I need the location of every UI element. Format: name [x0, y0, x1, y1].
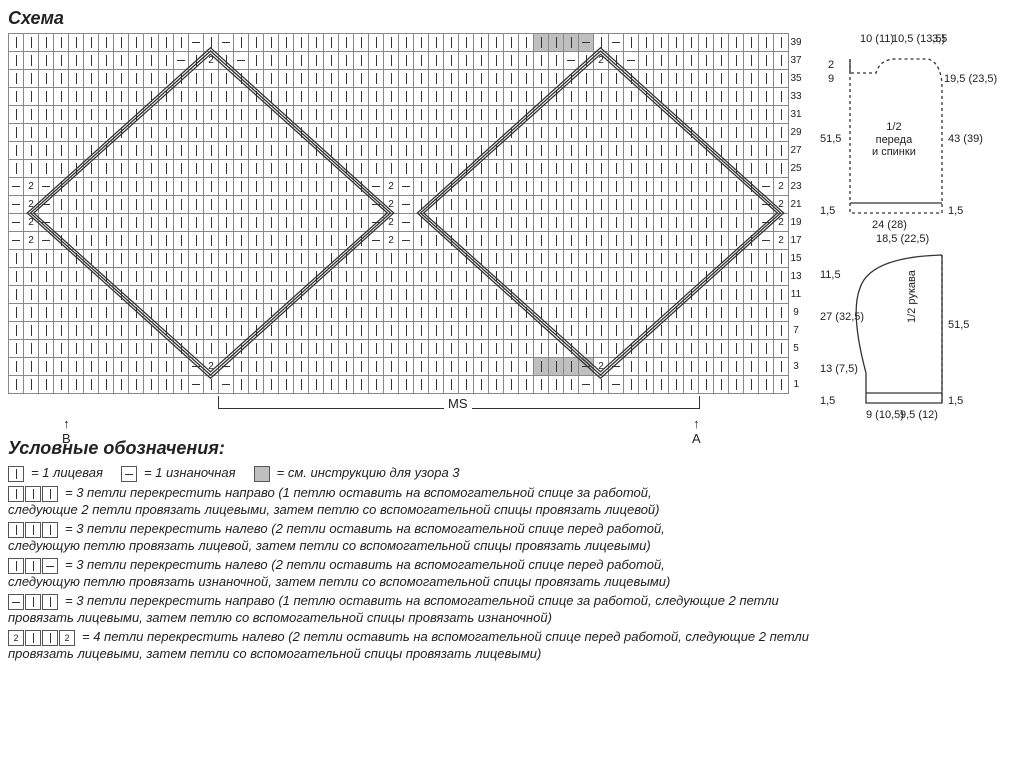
ms-bracket: MS — [8, 396, 804, 416]
legend-title: Условные обозначения: — [8, 438, 1016, 459]
page-title: Схема — [8, 8, 1016, 29]
legend: = 1 лицевая = 1 изнаночная = см. инструк… — [8, 465, 1016, 662]
knitting-chart: 3922373533312927252222322221222192221715… — [8, 33, 804, 438]
garment-schematics: 10 (11) 10,5 (13,5) 3,5 2 9 19,5 (23,5) … — [820, 33, 970, 438]
